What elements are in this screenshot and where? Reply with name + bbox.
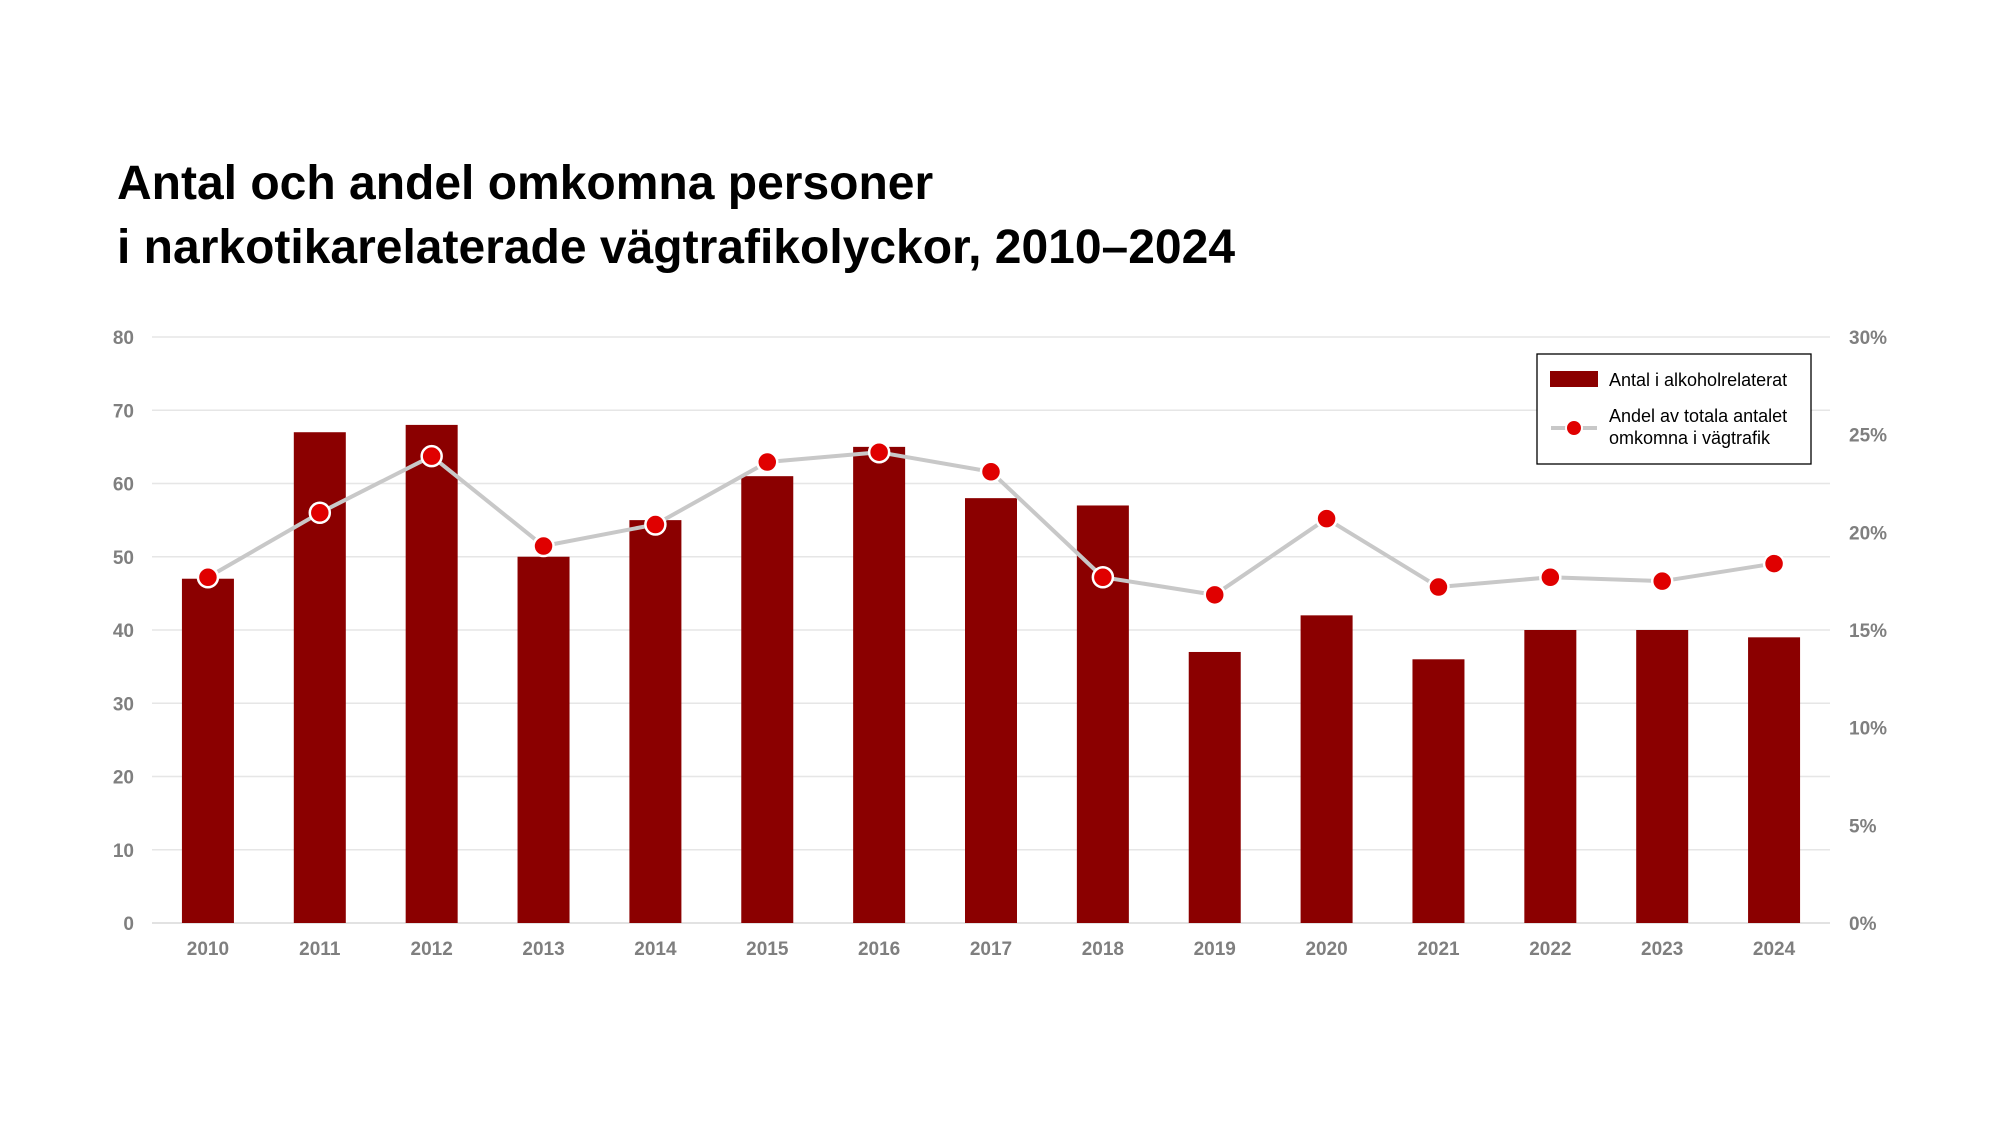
- share-point-2013: [532, 534, 555, 558]
- share-point-2019: [1203, 583, 1226, 607]
- line-series: [196, 440, 1786, 607]
- x-tick-label: 2012: [411, 939, 453, 960]
- bar-2012: [405, 424, 458, 923]
- share-point-2016: [867, 440, 891, 464]
- share-point-2011: [308, 501, 332, 525]
- share-point-2022: [1539, 566, 1562, 589]
- chart-title-line-2: i narkotikarelaterade vägtrafikolyckor, …: [117, 221, 1236, 274]
- share-point-2015: [756, 450, 779, 474]
- left-tick-label: 10: [113, 841, 134, 862]
- x-tick-label: 2023: [1641, 939, 1683, 960]
- bar-2022: [1524, 630, 1577, 923]
- x-tick-label: 2011: [299, 939, 341, 960]
- right-tick-label: 10%: [1849, 719, 1887, 740]
- left-tick-label: 30: [113, 694, 134, 715]
- x-tick-label: 2013: [522, 939, 564, 960]
- x-tick-label: 2016: [858, 939, 900, 960]
- chart-title-line-1: Antal och andel omkomna personer: [117, 157, 934, 210]
- chart-title: Antal och andel omkomna personer i narko…: [117, 152, 1717, 280]
- bar-2014: [629, 520, 682, 923]
- share-point-2017: [979, 460, 1003, 484]
- left-axis: 0 10 20 30 40 50 60 70 80: [113, 328, 134, 935]
- bar-series: [181, 424, 1801, 923]
- share-point-2021: [1427, 575, 1450, 599]
- right-tick-label: 30%: [1849, 328, 1887, 349]
- x-tick-label: 2020: [1305, 939, 1347, 960]
- share-point-2012: [420, 444, 443, 468]
- right-tick-label: 20%: [1849, 523, 1887, 544]
- right-tick-label: 25%: [1849, 426, 1887, 447]
- share-point-2018: [1091, 566, 1115, 589]
- x-axis: 2010 2011 2012 2013 2014 2015 2016 2017 2018 2019…: [187, 939, 1796, 960]
- right-tick-label: 5%: [1849, 816, 1877, 837]
- bar-2019: [1188, 651, 1241, 923]
- x-tick-label: 2022: [1529, 939, 1571, 960]
- share-point-2014: [644, 513, 667, 536]
- left-tick-label: 20: [113, 768, 134, 789]
- share-point-2010: [196, 566, 220, 589]
- left-tick-label: 80: [113, 328, 134, 349]
- left-tick-label: 50: [113, 548, 134, 569]
- bar-2013: [517, 556, 570, 923]
- bar-2024: [1748, 637, 1801, 923]
- share-point-2024: [1762, 552, 1786, 575]
- legend: Antal i alkoholrelaterat Andel av totala…: [1536, 353, 1812, 465]
- share-point-2020: [1315, 507, 1338, 530]
- bar-2010: [181, 578, 234, 923]
- x-tick-label: 2019: [1194, 939, 1236, 960]
- left-tick-label: 0: [123, 914, 134, 935]
- x-tick-label: 2021: [1417, 939, 1460, 960]
- bar-2016: [853, 446, 906, 923]
- bar-2020: [1300, 615, 1353, 923]
- x-tick-label: 2010: [187, 939, 229, 960]
- bar-2021: [1412, 659, 1465, 923]
- x-tick-label: 2018: [1082, 939, 1124, 960]
- x-tick-label: 2017: [970, 939, 1012, 960]
- share-point-2023: [1650, 569, 1674, 593]
- legend-bar-swatch: [1550, 371, 1598, 387]
- left-tick-label: 60: [113, 475, 134, 496]
- right-tick-label: 15%: [1849, 621, 1887, 642]
- legend-marker-swatch: [1565, 419, 1583, 437]
- legend-label-line-2: omkomna i vägtrafik: [1609, 428, 1771, 448]
- x-tick-label: 2024: [1753, 939, 1796, 960]
- left-tick-label: 40: [113, 621, 134, 642]
- x-tick-label: 2015: [746, 939, 789, 960]
- x-tick-label: 2014: [634, 939, 677, 960]
- left-tick-label: 70: [113, 401, 134, 422]
- legend-label-bars: Antal i alkoholrelaterat: [1609, 370, 1787, 390]
- right-tick-label: 0%: [1849, 914, 1877, 935]
- bar-2017: [965, 498, 1017, 923]
- right-axis: 0% 5% 10% 15% 20% 25% 30%: [1849, 328, 1887, 935]
- bar-2015: [741, 476, 794, 923]
- bar-2023: [1636, 630, 1689, 923]
- legend-label-line-1: Andel av totala antalet: [1609, 406, 1787, 426]
